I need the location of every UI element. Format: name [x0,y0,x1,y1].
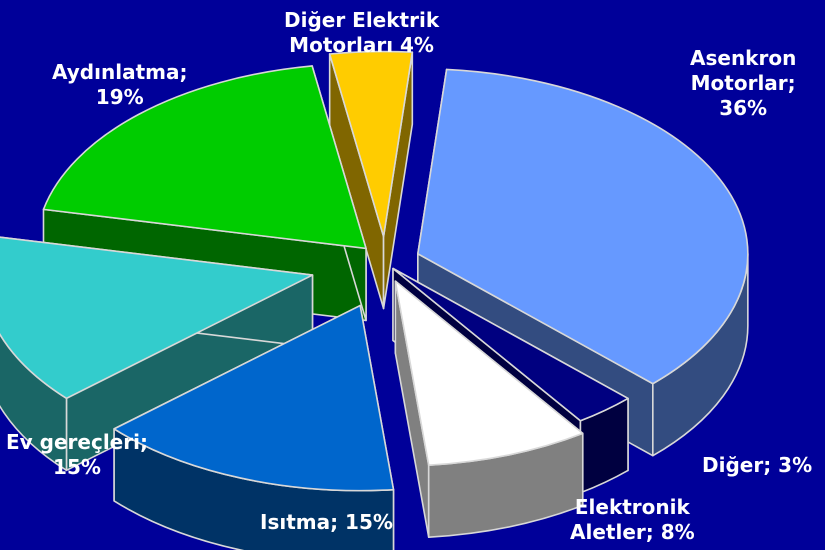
slice-top-elektronik-aletler [394,280,584,466]
slice-top-diger-elektrik-motorlari [328,50,414,238]
label-asenkron-motorlar: Asenkron Motorlar; 36% [690,46,797,120]
slice-isitma [113,304,395,550]
slice-diger-elektrik-motorlari [328,50,414,310]
label-diger-elektrik-motorlari: Diğer Elektrik Motorları 4% [284,8,440,57]
label-isitma: Isıtma; 15% [260,510,393,534]
label-diger: Diğer; 3% [702,453,813,477]
label-elektronik-aletler: Elektronik Aletler; 8% [570,495,695,544]
slice-top-diger [392,267,629,422]
label-aydinlatma: Aydınlatma; 19% [52,60,188,109]
slice-top-ev-gerecleri [0,236,314,400]
label-ev-gerecleri: Ev gereçleri; 15% [6,430,148,479]
slice-elektronik-aletler [394,280,584,538]
slice-top-asenkron-motorlar [417,68,749,385]
slice-top-aydinlatma [42,65,367,250]
slice-top-isitma [113,304,395,492]
